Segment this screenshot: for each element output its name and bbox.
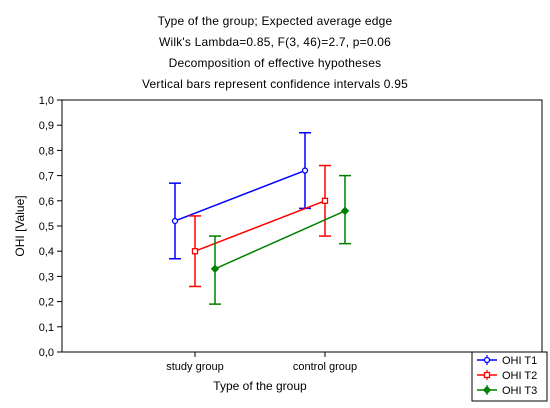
series-ohi-t2 [189, 164, 331, 288]
chart-title-line-4: Vertical bars represent confidence inter… [142, 77, 408, 91]
y-tick-label: 0,6 [39, 196, 54, 208]
data-point [321, 197, 329, 204]
y-tick-label: 0,9 [39, 120, 54, 132]
legend-entry: OHI T3 [477, 385, 537, 397]
legend-label: OHI T1 [502, 355, 537, 367]
y-tick-label: 0,7 [39, 171, 54, 183]
x-axis: study group control group [166, 352, 357, 373]
legend-marker [483, 356, 491, 364]
legend: OHI T1 OHI T2 OHI T3 [471, 351, 548, 402]
x-tick-label: study group [166, 361, 223, 373]
series-line [174, 169, 306, 222]
y-tick-label: 0,8 [39, 145, 54, 157]
data-point [171, 217, 179, 225]
chart-title-line-2: Wilk's Lambda=0.85, F(3, 46)=2.7, p=0.06 [158, 35, 392, 49]
series-ohi-t3 [209, 174, 351, 305]
x-axis-title: Type of the group [213, 379, 307, 393]
data-point [210, 264, 220, 274]
y-tick-label: 0,5 [39, 221, 54, 233]
data-point [340, 206, 350, 216]
legend-marker [483, 371, 491, 379]
y-tick-label: 0,4 [39, 246, 54, 258]
series-line [214, 210, 346, 270]
series-line [194, 200, 326, 252]
plot-frame [61, 99, 543, 353]
y-tick-label: 0,3 [39, 271, 54, 283]
y-tick-label: 0,1 [39, 322, 54, 334]
data-point [191, 248, 199, 255]
y-tick-label: 0,0 [39, 347, 54, 359]
series-ohi-t1 [169, 132, 311, 260]
legend-label: OHI T3 [502, 385, 537, 397]
legend-entry: OHI T1 [477, 355, 537, 367]
chart-title-line-3: Decomposition of effective hypotheses [168, 56, 382, 70]
legend-marker [482, 385, 492, 395]
series-layer [169, 132, 351, 305]
legend-label: OHI T2 [502, 370, 537, 382]
y-axis-title: OHI [Value] [13, 195, 27, 256]
chart-title-line-1: Type of the group; Expected average edge [157, 14, 393, 28]
data-point [301, 167, 309, 174]
y-tick-label: 1,0 [39, 95, 54, 107]
legend-entry: OHI T2 [477, 370, 537, 382]
x-tick-label: control group [293, 361, 357, 373]
y-tick-label: 0,2 [39, 297, 54, 309]
y-axis: 0,0 0,1 0,2 0,3 0,4 0,5 0,6 0,7 0,8 0,9 1,0 [39, 95, 62, 359]
